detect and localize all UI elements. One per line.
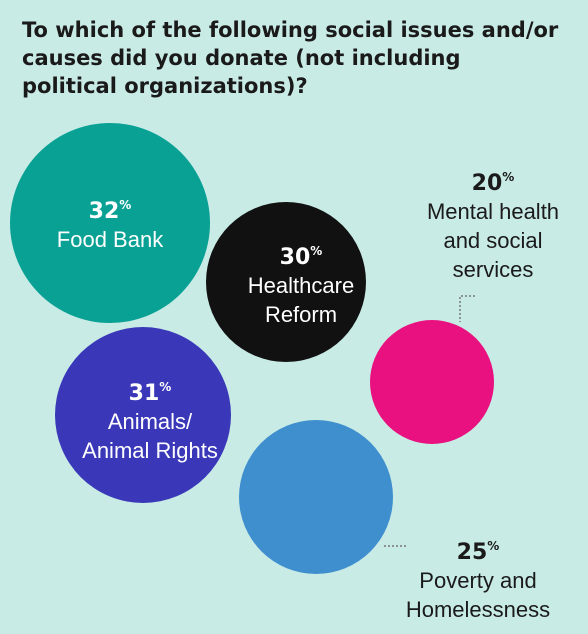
value-label-animals-animal-rights: 31% xyxy=(129,380,172,406)
category-label-poverty-and-homelessness-line-1: Poverty and xyxy=(419,568,536,593)
value-label-mental-health-and-social-services: 20% xyxy=(472,170,515,196)
bubble-animals-animal-rights xyxy=(55,327,231,503)
value-label-healthcare-reform: 30% xyxy=(280,244,323,270)
category-label-healthcare-reform-line-1: Healthcare xyxy=(248,273,354,298)
category-label-poverty-and-homelessness-line-2: Homelessness xyxy=(406,597,550,622)
connectors-layer xyxy=(384,295,475,547)
value-label-food-bank: 32% xyxy=(89,198,132,224)
category-label-animals-animal-rights-line-1: Animals/ xyxy=(108,409,193,434)
bubbles-layer xyxy=(10,123,494,574)
bubble-poverty-and-homelessness xyxy=(239,420,393,574)
chart-title: To which of the following social issues … xyxy=(22,18,559,98)
category-label-mental-health-and-social-services-line-2: and social xyxy=(443,228,542,253)
category-label-animals-animal-rights-line-2: Animal Rights xyxy=(82,438,218,463)
bubble-food-bank xyxy=(10,123,210,323)
category-label-mental-health-and-social-services-line-3: services xyxy=(453,257,534,282)
category-label-food-bank-line-1: Food Bank xyxy=(57,227,164,252)
category-label-healthcare-reform-line-2: Reform xyxy=(265,302,337,327)
category-label-mental-health-and-social-services-line-1: Mental health xyxy=(427,199,559,224)
bubble-healthcare-reform xyxy=(206,202,366,362)
connector-mental-health-and-social-services xyxy=(459,295,475,322)
value-label-poverty-and-homelessness: 25% xyxy=(457,539,500,565)
labels-layer: 32% Food Bank 30% Healthcare Reform 20% Mental… xyxy=(57,170,559,622)
bubble-mental-health-and-social-services xyxy=(370,320,494,444)
